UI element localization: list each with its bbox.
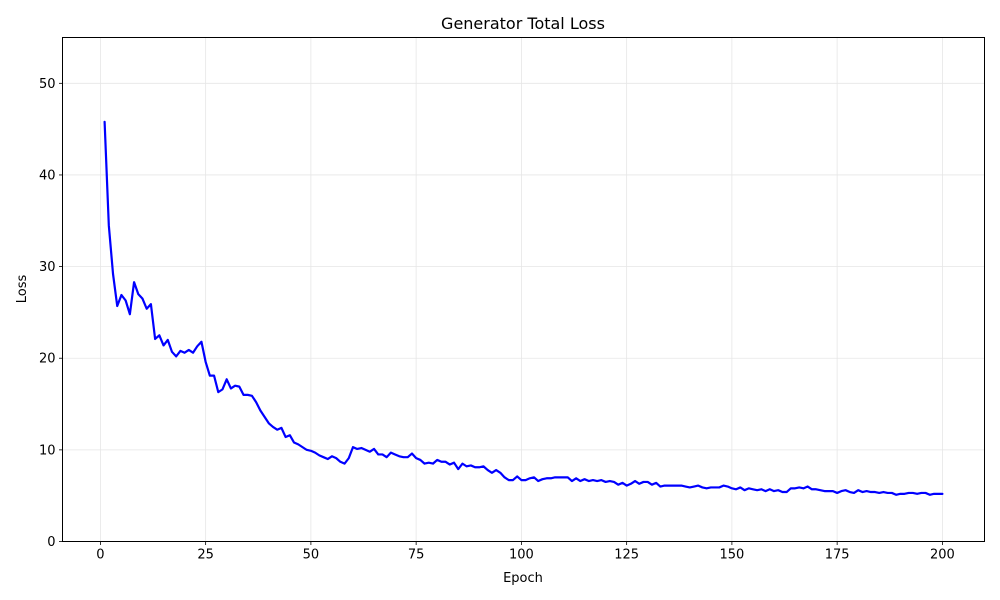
plot-frame xyxy=(62,37,985,542)
x-tick-label: 75 xyxy=(408,548,425,563)
x-tick-label: 150 xyxy=(719,548,744,563)
y-tick-label: 50 xyxy=(39,77,56,92)
x-tick-label: 0 xyxy=(96,548,104,563)
x-tick-label: 25 xyxy=(197,548,214,563)
chart-title: Generator Total Loss xyxy=(441,14,605,33)
plot-lines xyxy=(103,120,944,496)
x-tick-label: 125 xyxy=(614,548,639,563)
x-tick-label: 50 xyxy=(303,548,320,563)
x-tick-label: 100 xyxy=(509,548,534,563)
x-tick-label: 200 xyxy=(930,548,955,563)
axis-ticks: 0 25 50 75 100 125 150 175 200 0 10 20 30 40 50 xyxy=(39,77,955,563)
x-axis-label: Epoch xyxy=(503,571,543,586)
y-tick-label: 40 xyxy=(39,168,56,183)
y-axis-label: Loss xyxy=(15,275,30,304)
y-tick-label: 10 xyxy=(39,443,56,458)
y-tick-label: 20 xyxy=(39,352,56,367)
series-line xyxy=(103,120,944,496)
y-tick-label: 30 xyxy=(39,260,56,275)
x-tick-label: 175 xyxy=(825,548,850,563)
y-tick-label: 0 xyxy=(47,535,55,550)
